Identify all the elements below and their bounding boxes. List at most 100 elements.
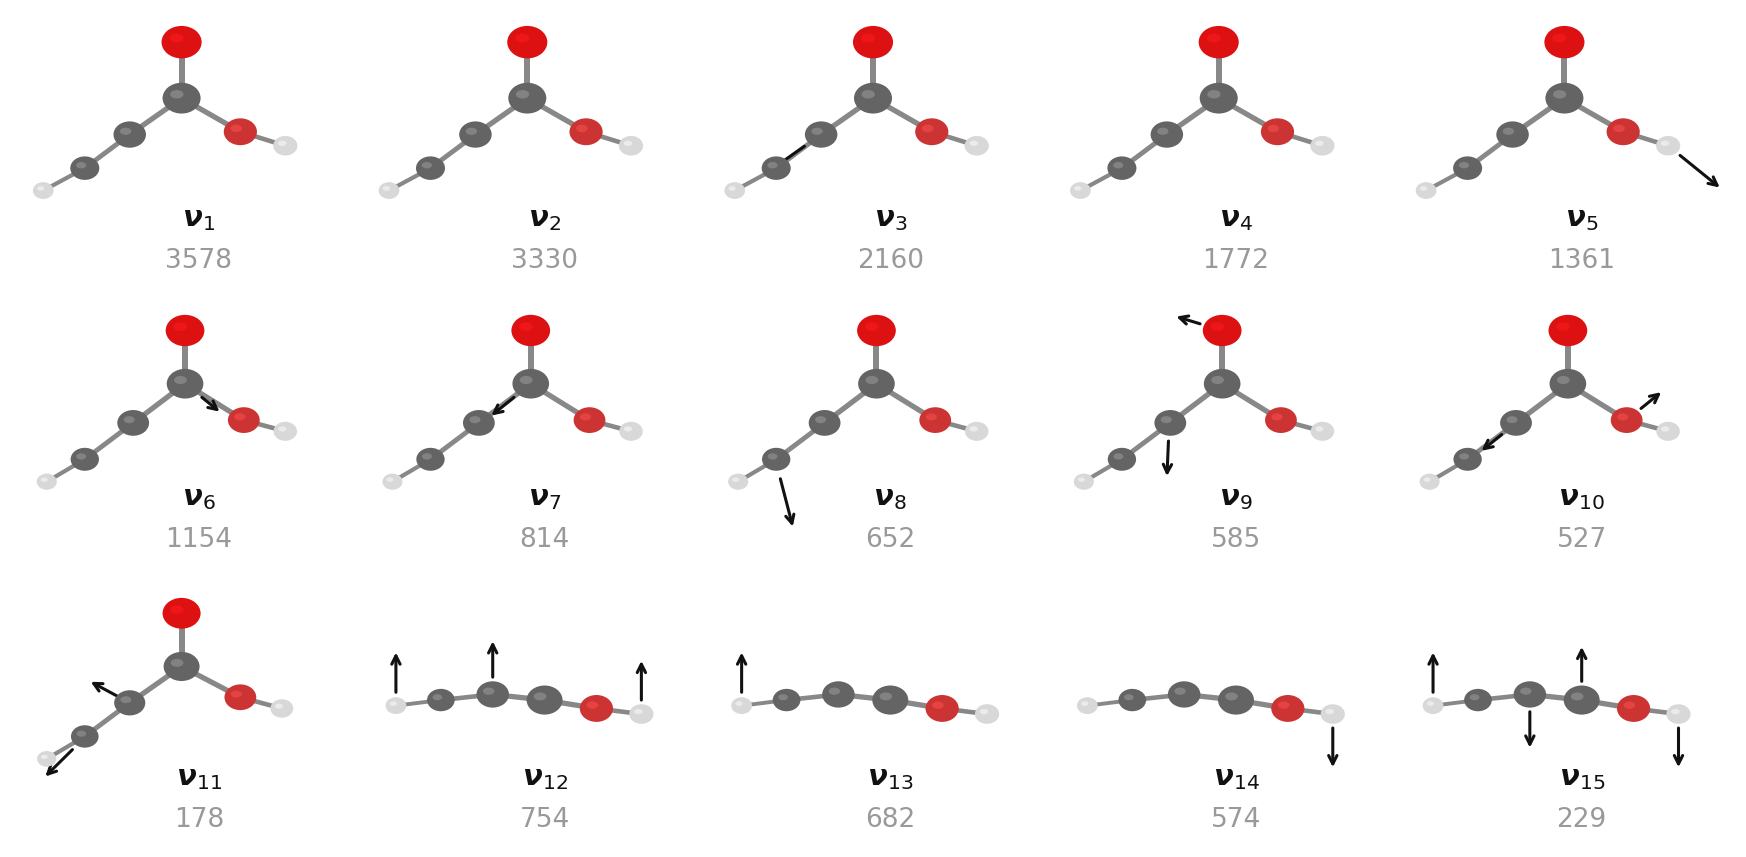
Ellipse shape — [1107, 156, 1137, 180]
Ellipse shape — [964, 136, 988, 156]
Ellipse shape — [1453, 448, 1482, 470]
Ellipse shape — [274, 422, 297, 440]
Ellipse shape — [1278, 701, 1290, 709]
Ellipse shape — [966, 422, 988, 440]
Text: $\boldsymbol{\nu}_{14}$: $\boldsymbol{\nu}_{14}$ — [1212, 764, 1259, 793]
Ellipse shape — [223, 118, 257, 145]
Ellipse shape — [969, 426, 978, 432]
Ellipse shape — [164, 652, 199, 681]
Ellipse shape — [1549, 369, 1585, 399]
Ellipse shape — [171, 659, 183, 667]
Text: $\boldsymbol{\nu}_{8}$: $\boldsymbol{\nu}_{8}$ — [873, 484, 908, 512]
Ellipse shape — [1210, 322, 1224, 331]
Ellipse shape — [162, 83, 201, 114]
Ellipse shape — [1114, 453, 1123, 459]
Ellipse shape — [725, 183, 746, 199]
Ellipse shape — [1503, 128, 1514, 135]
Ellipse shape — [1460, 453, 1468, 459]
Ellipse shape — [587, 701, 599, 709]
Ellipse shape — [512, 315, 550, 346]
Ellipse shape — [1077, 477, 1084, 482]
Ellipse shape — [873, 686, 908, 715]
Ellipse shape — [470, 417, 480, 423]
Ellipse shape — [761, 448, 791, 470]
Ellipse shape — [515, 33, 529, 43]
Ellipse shape — [1612, 407, 1643, 433]
Ellipse shape — [1617, 413, 1629, 421]
Ellipse shape — [1617, 695, 1650, 722]
Ellipse shape — [1315, 426, 1323, 432]
Ellipse shape — [932, 701, 945, 709]
Ellipse shape — [113, 690, 145, 716]
Ellipse shape — [1521, 687, 1531, 695]
Ellipse shape — [386, 477, 393, 482]
Ellipse shape — [423, 453, 431, 459]
Ellipse shape — [620, 422, 643, 440]
Text: $\boldsymbol{\nu}_{1}$: $\boldsymbol{\nu}_{1}$ — [182, 205, 215, 232]
Ellipse shape — [761, 156, 791, 180]
Ellipse shape — [1514, 681, 1547, 708]
Ellipse shape — [1545, 26, 1584, 58]
Ellipse shape — [1426, 701, 1433, 706]
Ellipse shape — [274, 704, 283, 709]
Ellipse shape — [113, 122, 147, 147]
Ellipse shape — [379, 183, 400, 199]
Ellipse shape — [829, 687, 840, 695]
Ellipse shape — [618, 136, 643, 156]
Text: $\boldsymbol{\nu}_{15}$: $\boldsymbol{\nu}_{15}$ — [1559, 764, 1605, 793]
Ellipse shape — [1453, 156, 1482, 180]
Ellipse shape — [1315, 141, 1323, 146]
Ellipse shape — [1119, 689, 1145, 711]
Ellipse shape — [854, 83, 892, 114]
Ellipse shape — [880, 692, 892, 700]
Ellipse shape — [230, 691, 243, 698]
Ellipse shape — [808, 410, 840, 435]
Ellipse shape — [861, 33, 875, 43]
Ellipse shape — [1206, 90, 1220, 99]
Ellipse shape — [1423, 477, 1430, 482]
Ellipse shape — [120, 128, 131, 135]
Text: 3330: 3330 — [512, 248, 578, 273]
Ellipse shape — [466, 128, 477, 135]
Ellipse shape — [861, 90, 875, 99]
Ellipse shape — [1200, 83, 1238, 114]
Ellipse shape — [1552, 90, 1566, 99]
Ellipse shape — [37, 474, 58, 490]
Ellipse shape — [1557, 376, 1570, 384]
Ellipse shape — [580, 695, 613, 722]
Ellipse shape — [768, 162, 777, 169]
Ellipse shape — [534, 692, 546, 700]
Ellipse shape — [1200, 26, 1238, 58]
Ellipse shape — [37, 186, 44, 191]
Ellipse shape — [728, 474, 749, 490]
Ellipse shape — [1660, 141, 1669, 146]
Ellipse shape — [169, 33, 183, 43]
Ellipse shape — [1423, 698, 1444, 714]
Ellipse shape — [1419, 186, 1426, 191]
Ellipse shape — [1168, 681, 1201, 708]
Ellipse shape — [278, 426, 286, 432]
Ellipse shape — [278, 141, 286, 146]
Ellipse shape — [1161, 417, 1172, 423]
Ellipse shape — [423, 162, 431, 169]
Ellipse shape — [1271, 413, 1283, 421]
Ellipse shape — [433, 694, 442, 700]
Ellipse shape — [969, 141, 978, 146]
Ellipse shape — [70, 448, 100, 470]
Text: 585: 585 — [1212, 527, 1261, 554]
Ellipse shape — [173, 322, 187, 331]
Ellipse shape — [915, 118, 948, 145]
Ellipse shape — [117, 410, 148, 435]
Ellipse shape — [1158, 128, 1168, 135]
Ellipse shape — [732, 477, 739, 482]
Ellipse shape — [980, 709, 988, 714]
Ellipse shape — [515, 90, 529, 99]
Ellipse shape — [779, 694, 787, 700]
Text: 229: 229 — [1557, 807, 1606, 834]
Ellipse shape — [773, 689, 800, 711]
Text: $\boldsymbol{\nu}_{6}$: $\boldsymbol{\nu}_{6}$ — [182, 484, 217, 512]
Ellipse shape — [166, 369, 203, 399]
Ellipse shape — [1655, 136, 1680, 156]
Text: 682: 682 — [866, 807, 915, 834]
Text: 754: 754 — [520, 807, 569, 834]
